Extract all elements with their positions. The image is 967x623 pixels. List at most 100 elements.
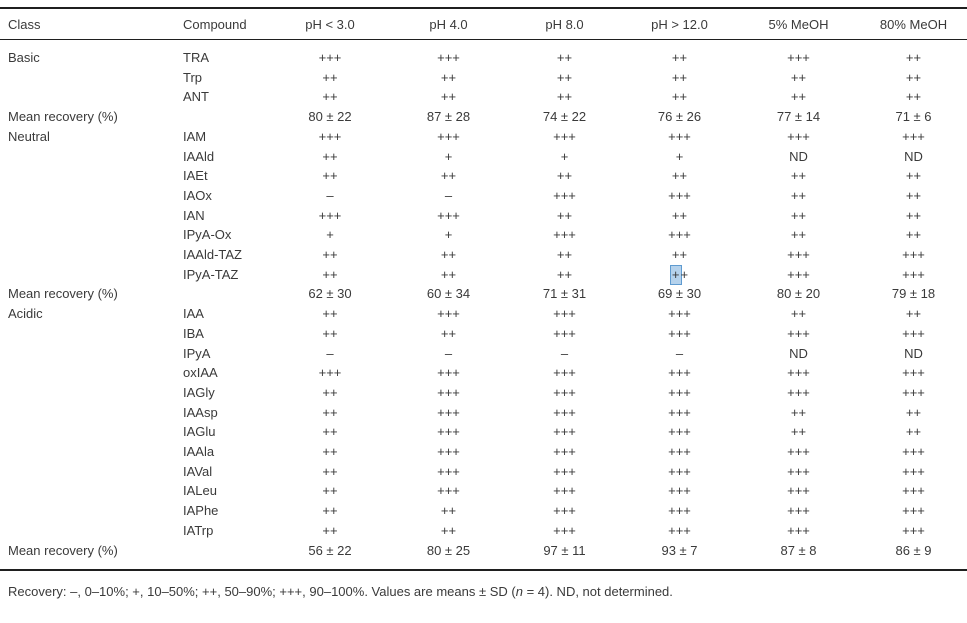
value-cell: +++ (787, 384, 810, 400)
value-cell: + (560, 148, 569, 164)
value-cell: +++ (902, 247, 925, 263)
table-footnote: Recovery: –, 0–10%; +, 10–50%; ++, 50–90… (8, 584, 967, 599)
value-cell: ++ (671, 50, 688, 65)
value-cell: 93 ± 7 (661, 542, 698, 558)
compound-cell: Trp (183, 69, 203, 85)
compound-row: IAGlu ++ +++ +++ +++ ++ ++ (0, 422, 967, 442)
mean-recovery-label: Mean recovery (%) (8, 109, 118, 125)
selection-highlight: + (670, 265, 681, 284)
compound-row: IAAsp ++ +++ +++ +++ ++ ++ (0, 403, 967, 423)
compound-row: IAEt ++ ++ ++ ++ ++ ++ (0, 166, 967, 186)
value-cell: ++ (556, 247, 573, 263)
value-cell: +++ (437, 365, 460, 381)
value-cell: +++ (787, 50, 810, 65)
value-cell: +++ (668, 306, 691, 322)
value-cell: +++ (437, 207, 460, 223)
value-cell: +++ (902, 522, 925, 538)
table-header: Class Compound pH < 3.0 pH 4.0 pH 8.0 pH… (0, 8, 967, 40)
compound-cell: IALeu (183, 483, 217, 499)
compound-cell: IBA (183, 325, 204, 341)
col-header-ph-gt-12: pH > 12.0 (622, 8, 737, 40)
class-cell (0, 442, 180, 462)
compound-row: ANT ++ ++ ++ ++ ++ ++ (0, 87, 967, 107)
value-cell: ++ (440, 69, 457, 85)
value-cell: ++ (322, 325, 338, 341)
value-cell: 56 ± 22 (308, 542, 352, 558)
value-cell: ++ (322, 404, 338, 420)
compound-row: Basic TRA +++ +++ ++ ++ +++ ++ (0, 40, 967, 68)
value-cell: – (444, 187, 453, 203)
value-cell: 87 ± 28 (426, 109, 471, 125)
value-cell: ++ (790, 424, 807, 440)
value-cell: ++ (905, 187, 922, 203)
compound-cell: IAA (183, 306, 204, 322)
compound-cell: IAM (183, 128, 207, 144)
value-cell: ++ (905, 404, 922, 420)
compound-cell: IPyA-Ox (183, 227, 232, 243)
value-cell: +++ (902, 503, 925, 519)
value-cell: ++ (790, 207, 807, 223)
value-cell: ++ (671, 69, 688, 85)
class-cell (0, 147, 180, 167)
value-cell: +++ (668, 483, 691, 499)
compound-row: IAPhe ++ ++ +++ +++ +++ +++ (0, 501, 967, 521)
class-cell (0, 87, 180, 107)
value-cell: ND (904, 148, 923, 164)
value-cell: – (675, 345, 684, 361)
value-cell: +++ (787, 463, 810, 479)
value-cell: ++ (322, 69, 338, 85)
value-cell: +++ (787, 503, 810, 519)
value-cell: +++ (668, 424, 691, 440)
value-cell: + (444, 148, 453, 164)
value-cell: ND (904, 345, 923, 361)
class-cell (0, 481, 180, 501)
value-cell: +++ (787, 522, 810, 538)
value-cell: ++ (790, 404, 807, 420)
value-cell: ++ (556, 168, 573, 184)
class-cell (0, 166, 180, 186)
class-cell: Acidic (8, 306, 43, 322)
col-header-ph-lt-3: pH < 3.0 (270, 8, 390, 40)
value-cell: +++ (553, 227, 576, 243)
compound-cell: IAPhe (183, 503, 219, 519)
value-cell: 74 ± 22 (542, 109, 587, 125)
value-cell: + (444, 227, 453, 243)
value-cell: ++ (322, 247, 338, 263)
value-cell: ++ (322, 306, 338, 322)
footnote-text-before: Recovery: –, 0–10%; +, 10–50%; ++, 50–90… (8, 584, 516, 600)
value-cell: ++ (322, 424, 338, 440)
value-cell: +++ (553, 128, 576, 144)
compound-row: Acidic IAA ++ +++ +++ +++ ++ ++ (0, 304, 967, 324)
value-cell: +++ (437, 463, 460, 479)
compound-cell: TRA (183, 50, 209, 65)
value-cell: ++ (322, 266, 338, 282)
value-cell: + (675, 148, 684, 164)
compound-cell: IAN (183, 207, 205, 223)
compound-row: IAAla ++ +++ +++ +++ +++ +++ (0, 442, 967, 462)
value-cell: +++ (668, 187, 691, 203)
value-cell: ++ (905, 424, 922, 440)
compound-cell: IAEt (183, 168, 208, 184)
value-cell: ++ (322, 463, 338, 479)
compound-row: oxIAA +++ +++ +++ +++ +++ +++ (0, 363, 967, 383)
value-cell: ++ (322, 444, 338, 460)
value-cell: ++ (556, 50, 573, 65)
value-cell: +++ (787, 365, 810, 381)
paper-table-page: Class Compound pH < 3.0 pH 4.0 pH 8.0 pH… (0, 7, 967, 599)
compound-cell: IAGly (183, 384, 215, 400)
mean-recovery-row: Mean recovery (%) 62 ± 30 60 ± 34 71 ± 31 69… (0, 284, 967, 304)
value-cell: +++ (553, 187, 576, 203)
value-cell: +++ (902, 463, 925, 479)
value-cell: 62 ± 30 (308, 286, 352, 302)
compound-row: IAAld-TAZ ++ ++ ++ ++ +++ +++ (0, 245, 967, 265)
value-cell: ++ (790, 306, 807, 322)
class-cell (0, 206, 180, 226)
compound-cell: IAAld (183, 148, 215, 164)
compound-cell (180, 284, 270, 304)
value-cell: 60 ± 34 (426, 286, 471, 302)
class-cell (0, 68, 180, 88)
value-cell: 79 ± 18 (891, 286, 936, 302)
class-cell (0, 324, 180, 344)
value-cell: +++ (902, 444, 925, 460)
value-cell: ++ (905, 50, 922, 65)
